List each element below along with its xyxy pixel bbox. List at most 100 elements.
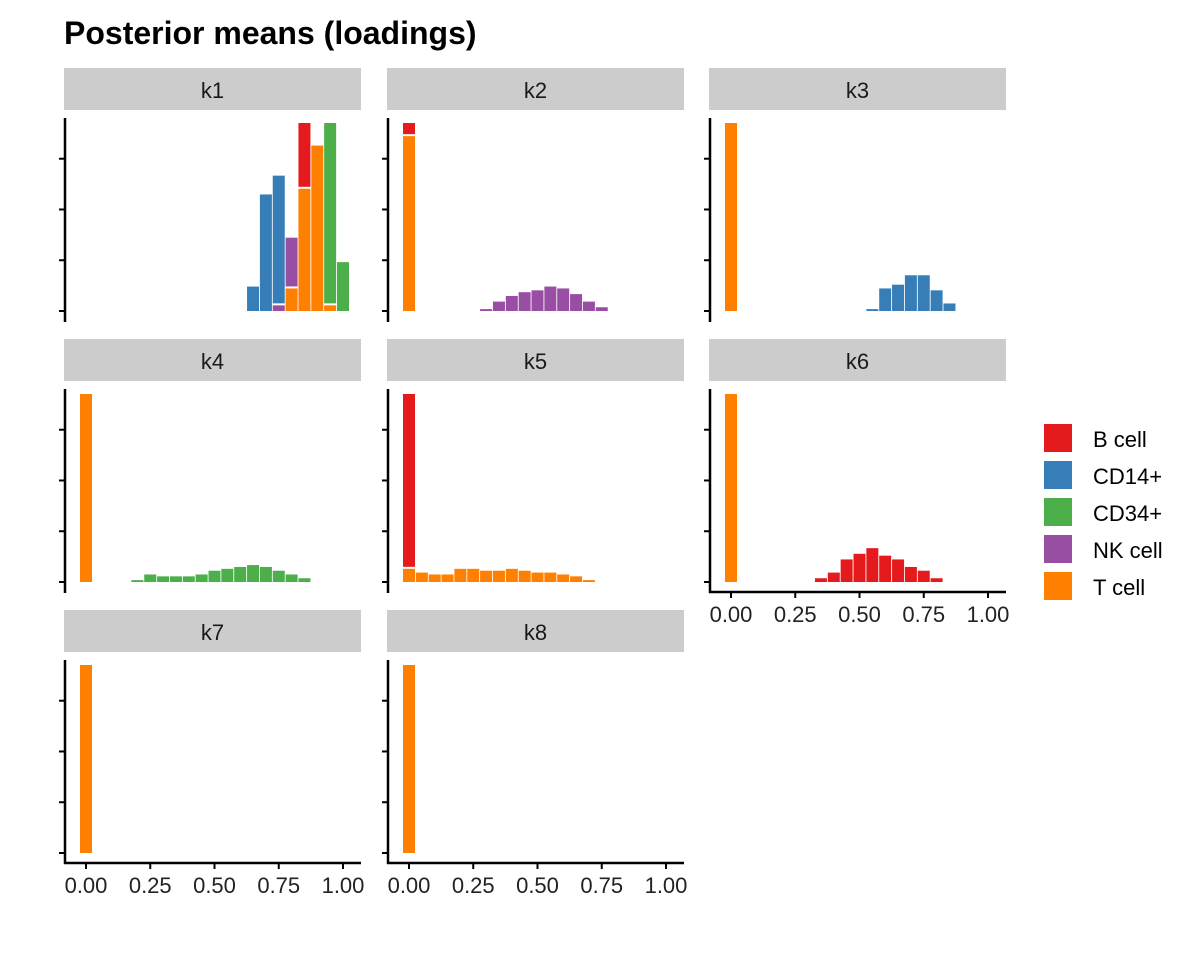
bar-b-cell-k6 [892, 559, 905, 582]
facet-strip [64, 339, 361, 381]
bar-nk-cell-k1 [272, 305, 285, 311]
facet-strip [387, 339, 684, 381]
bar-b-cell-k6 [917, 570, 930, 582]
facet-panel-k2: k2 [382, 68, 684, 322]
bar-t-cell-k1 [298, 188, 311, 311]
legend-key [1044, 424, 1072, 452]
x-tick-label: 0.50 [838, 602, 881, 627]
x-tick-label: 1.00 [967, 602, 1010, 627]
bar-cd34--k4 [298, 578, 311, 582]
legend-item: B cell [1044, 424, 1147, 452]
bar-cd34--k4 [208, 570, 221, 582]
legend-item: CD34+ [1044, 498, 1162, 526]
bar-cd34--k4 [144, 574, 157, 582]
facet-strip-label: k3 [846, 78, 869, 103]
bar-t-cell-k5 [570, 576, 583, 582]
bar-t-cell-k7 [80, 665, 92, 853]
bar-t-cell-k5 [544, 572, 557, 582]
bar-cd34--k4 [259, 566, 272, 582]
bar-cd34--k4 [195, 574, 208, 582]
bar-t-cell-k1 [311, 145, 324, 311]
facet-strip-label: k2 [524, 78, 547, 103]
legend-label: T cell [1093, 575, 1145, 600]
bar-cd34--k4 [131, 580, 144, 582]
bar-t-cell-k5 [557, 574, 570, 582]
bar-cd34--k4 [169, 576, 182, 582]
bar-cd14--k3 [879, 288, 892, 311]
bar-t-cell-k3 [725, 123, 737, 311]
bar-t-cell-k4 [80, 394, 92, 582]
bar-cd14--k3 [917, 275, 930, 311]
facet-panel-k3: k3 [704, 68, 1006, 322]
bar-nk-cell-k2 [505, 295, 518, 311]
bar-t-cell-k2 [403, 136, 415, 311]
legend-item: T cell [1044, 572, 1145, 600]
facet-panel-k6: k6 0.00 0.25 0.50 0.75 1.00 [704, 339, 1009, 627]
legend-key [1044, 461, 1072, 489]
facet-panel-k8: k8 0.00 0.25 0.50 0.75 1.00 [382, 610, 687, 898]
bar-b-cell-k6 [827, 572, 840, 582]
bar-t-cell-k5 [441, 574, 454, 582]
bar-nk-cell-k2 [582, 301, 595, 311]
facet-strip [64, 68, 361, 110]
facet-panel-k5: k5 [382, 339, 684, 593]
bar-t-cell-k5 [582, 580, 595, 582]
bar-cd34--k4 [182, 576, 195, 582]
bar-nk-cell-k1 [285, 237, 298, 287]
facet-strip-label: k6 [846, 349, 869, 374]
legend-item: CD14+ [1044, 461, 1162, 489]
bar-cd34--k4 [247, 565, 260, 582]
bar-cd34--k4 [221, 568, 234, 582]
bar-nk-cell-k2 [570, 294, 583, 311]
bar-cd14--k1 [247, 286, 260, 311]
bar-b-cell-k6 [879, 555, 892, 582]
x-tick-label: 0.00 [388, 873, 431, 898]
bar-cd14--k3 [930, 290, 943, 311]
facet-strip-label: k7 [201, 620, 224, 645]
facet-strip-label: k1 [201, 78, 224, 103]
legend-label: CD14+ [1093, 464, 1162, 489]
bar-t-cell-k1 [324, 305, 337, 311]
bar-b-cell-k6 [866, 548, 879, 582]
bar-nk-cell-k2 [480, 309, 493, 311]
bar-nk-cell-k2 [595, 307, 608, 311]
bar-nk-cell-k2 [544, 286, 557, 311]
x-tick-label: 0.75 [257, 873, 300, 898]
facet-strip-label: k8 [524, 620, 547, 645]
x-tick-label: 0.25 [774, 602, 817, 627]
bar-cd34--k1 [337, 262, 349, 311]
x-tick-label: 0.50 [193, 873, 236, 898]
legend-label: NK cell [1093, 538, 1163, 563]
bar-t-cell-k1 [285, 288, 298, 311]
legend-label: B cell [1093, 427, 1147, 452]
bar-t-cell-k5 [505, 568, 518, 582]
bar-cd34--k4 [234, 566, 247, 582]
bar-t-cell-k5 [415, 572, 428, 582]
bar-nk-cell-k2 [531, 290, 544, 311]
bar-t-cell-k5 [518, 570, 531, 582]
legend-item: NK cell [1044, 535, 1163, 563]
bar-nk-cell-k2 [518, 292, 531, 311]
bar-cd34--k1 [324, 123, 337, 304]
facet-panel-k1: k1 [59, 68, 361, 322]
bar-t-cell-k5 [480, 570, 493, 582]
facet-strip [387, 610, 684, 652]
bar-t-cell-k5 [403, 568, 415, 582]
facet-panel-k4: k4 [59, 339, 361, 593]
facet-strip [709, 68, 1006, 110]
bar-cd14--k3 [892, 284, 905, 311]
bar-t-cell-k5 [467, 568, 480, 582]
x-tick-label: 1.00 [322, 873, 365, 898]
x-tick-label: 0.00 [710, 602, 753, 627]
bar-cd14--k1 [259, 194, 272, 311]
facet-panels: k1 k2 k3 k4 k5 k6 0.00 0.25 0.50 0.75 1.00 k7 0.00 0.… [59, 68, 1009, 898]
bar-t-cell-k5 [492, 570, 505, 582]
bar-b-cell-k6 [853, 553, 866, 582]
bar-t-cell-k5 [428, 574, 441, 582]
bar-b-cell-k2 [403, 123, 415, 135]
bar-nk-cell-k2 [557, 288, 570, 311]
facet-panel-k7: k7 0.00 0.25 0.50 0.75 1.00 [59, 610, 364, 898]
bar-cd14--k3 [866, 309, 879, 311]
legend-label: CD34+ [1093, 501, 1162, 526]
legend: B cell CD14+ CD34+ NK cell T cell [1044, 424, 1163, 600]
